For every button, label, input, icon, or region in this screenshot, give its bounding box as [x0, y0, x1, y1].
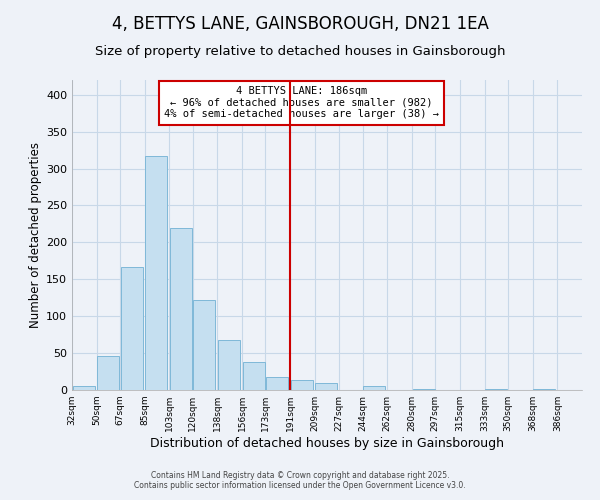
Bar — [121, 266, 143, 390]
Bar — [533, 388, 556, 390]
Text: Size of property relative to detached houses in Gainsborough: Size of property relative to detached ho… — [95, 45, 505, 58]
Bar — [193, 300, 215, 390]
Text: 4 BETTYS LANE: 186sqm
← 96% of detached houses are smaller (982)
4% of semi-deta: 4 BETTYS LANE: 186sqm ← 96% of detached … — [164, 86, 439, 120]
Text: Contains HM Land Registry data © Crown copyright and database right 2025.
Contai: Contains HM Land Registry data © Crown c… — [134, 470, 466, 490]
Bar — [315, 382, 337, 390]
Bar — [218, 340, 240, 390]
Bar — [97, 356, 119, 390]
Bar — [73, 386, 95, 390]
X-axis label: Distribution of detached houses by size in Gainsborough: Distribution of detached houses by size … — [150, 437, 504, 450]
Bar — [266, 376, 288, 390]
Y-axis label: Number of detached properties: Number of detached properties — [29, 142, 42, 328]
Bar — [170, 228, 192, 390]
Bar — [242, 362, 265, 390]
Bar — [290, 380, 313, 390]
Text: 4, BETTYS LANE, GAINSBOROUGH, DN21 1EA: 4, BETTYS LANE, GAINSBOROUGH, DN21 1EA — [112, 15, 488, 33]
Bar — [145, 156, 167, 390]
Bar — [363, 386, 385, 390]
